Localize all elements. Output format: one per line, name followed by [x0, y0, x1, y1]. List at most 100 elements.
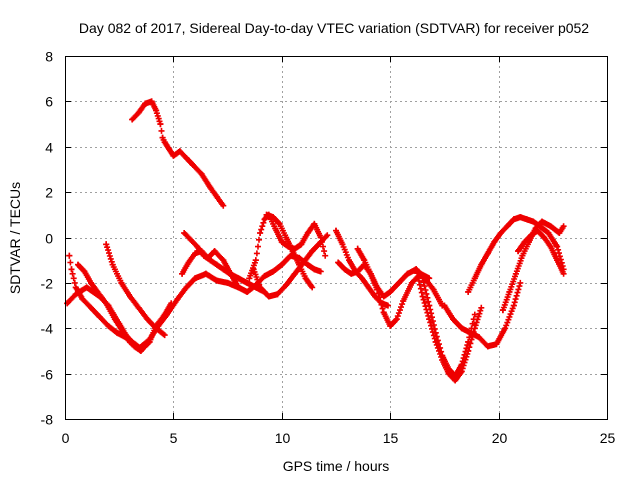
data-point: [528, 232, 535, 239]
data-point: [387, 323, 394, 329]
data-point: [439, 352, 446, 359]
data-point: [519, 252, 526, 259]
data-point: [111, 316, 118, 323]
data-point: [504, 223, 511, 230]
data-point: [207, 184, 214, 191]
data-point: [179, 270, 186, 277]
data-point: [109, 261, 116, 268]
data-point: [471, 275, 478, 282]
series-arc-7: [179, 248, 324, 295]
data-point: [324, 232, 331, 239]
data-point: [185, 259, 192, 266]
x-axis-label: GPS time / hours: [283, 458, 390, 474]
data-point: [317, 268, 324, 275]
chart-title: Day 082 of 2017, Sidereal Day-to-day VTE…: [79, 20, 589, 36]
data-point: [432, 329, 439, 336]
data-point: [198, 248, 205, 255]
series-arc-13: [354, 245, 433, 329]
data-point: [135, 304, 142, 311]
data-point: [387, 288, 394, 295]
data-point: [502, 325, 509, 332]
data-point: [450, 316, 457, 323]
y-tick-label: 4: [45, 140, 53, 156]
data-point: [170, 152, 177, 159]
data-point: [278, 261, 285, 268]
data-point: [250, 266, 257, 273]
data-point: [129, 116, 136, 123]
data-point: [192, 275, 199, 282]
data-point: [300, 259, 307, 266]
data-point: [302, 275, 309, 282]
data-point: [224, 279, 231, 286]
data-point: [235, 275, 242, 282]
data-point: [183, 284, 190, 291]
data-point: [105, 323, 112, 329]
data-point: [137, 345, 144, 352]
series-arc-16: [441, 279, 524, 350]
data-point: [458, 361, 465, 368]
data-point: [471, 311, 478, 318]
data-point: [157, 121, 164, 128]
data-point: [79, 295, 86, 302]
y-tick-label: -4: [41, 321, 54, 337]
data-point: [554, 257, 561, 264]
data-point: [88, 279, 94, 286]
data-point: [476, 334, 483, 341]
data-point: [365, 284, 372, 291]
data-point: [452, 372, 459, 379]
data-point: [560, 270, 567, 277]
data-point: [556, 230, 563, 236]
data-point: [153, 325, 160, 332]
data-point: [304, 261, 311, 268]
data-point: [176, 148, 183, 155]
data-point: [72, 284, 79, 291]
data-point: [426, 302, 433, 309]
data-point: [510, 216, 517, 223]
data-point: [341, 266, 348, 273]
data-point: [276, 220, 283, 227]
data-point: [359, 275, 365, 282]
data-point: [361, 257, 368, 264]
data-point: [257, 230, 264, 236]
data-point: [354, 268, 361, 275]
data-point: [166, 146, 173, 152]
data-point: [408, 279, 415, 286]
data-point: [385, 302, 391, 309]
data-point: [174, 295, 181, 302]
data-point: [75, 261, 81, 268]
data-point: [270, 214, 277, 221]
data-point: [521, 239, 528, 245]
data-point: [228, 273, 235, 280]
data-point: [235, 284, 242, 291]
data-point: [114, 329, 120, 336]
data-point: [81, 268, 88, 275]
data-marks: [64, 98, 567, 384]
data-point: [413, 266, 420, 273]
data-point: [278, 239, 285, 245]
data-point: [497, 230, 504, 236]
data-point: [393, 316, 400, 323]
data-point: [263, 211, 270, 218]
data-point: [419, 293, 426, 300]
data-point: [127, 293, 133, 300]
data-point: [541, 234, 548, 241]
data-point: [211, 248, 218, 255]
data-point: [311, 220, 318, 227]
data-point: [491, 239, 498, 245]
data-point: [83, 284, 90, 291]
series-arc-19: [515, 227, 567, 277]
data-point: [274, 291, 281, 298]
data-point: [161, 311, 168, 318]
x-tick-label: 0: [62, 430, 70, 446]
data-point: [88, 304, 94, 311]
data-point: [517, 214, 524, 221]
y-tick-label: 2: [45, 185, 53, 201]
x-tick-label: 15: [383, 430, 399, 446]
data-point: [441, 302, 448, 309]
series-arc-17: [465, 214, 567, 295]
data-point: [547, 243, 554, 250]
data-point: [309, 248, 316, 255]
data-point: [246, 275, 253, 282]
data-point: [404, 270, 411, 277]
data-point: [309, 284, 316, 291]
